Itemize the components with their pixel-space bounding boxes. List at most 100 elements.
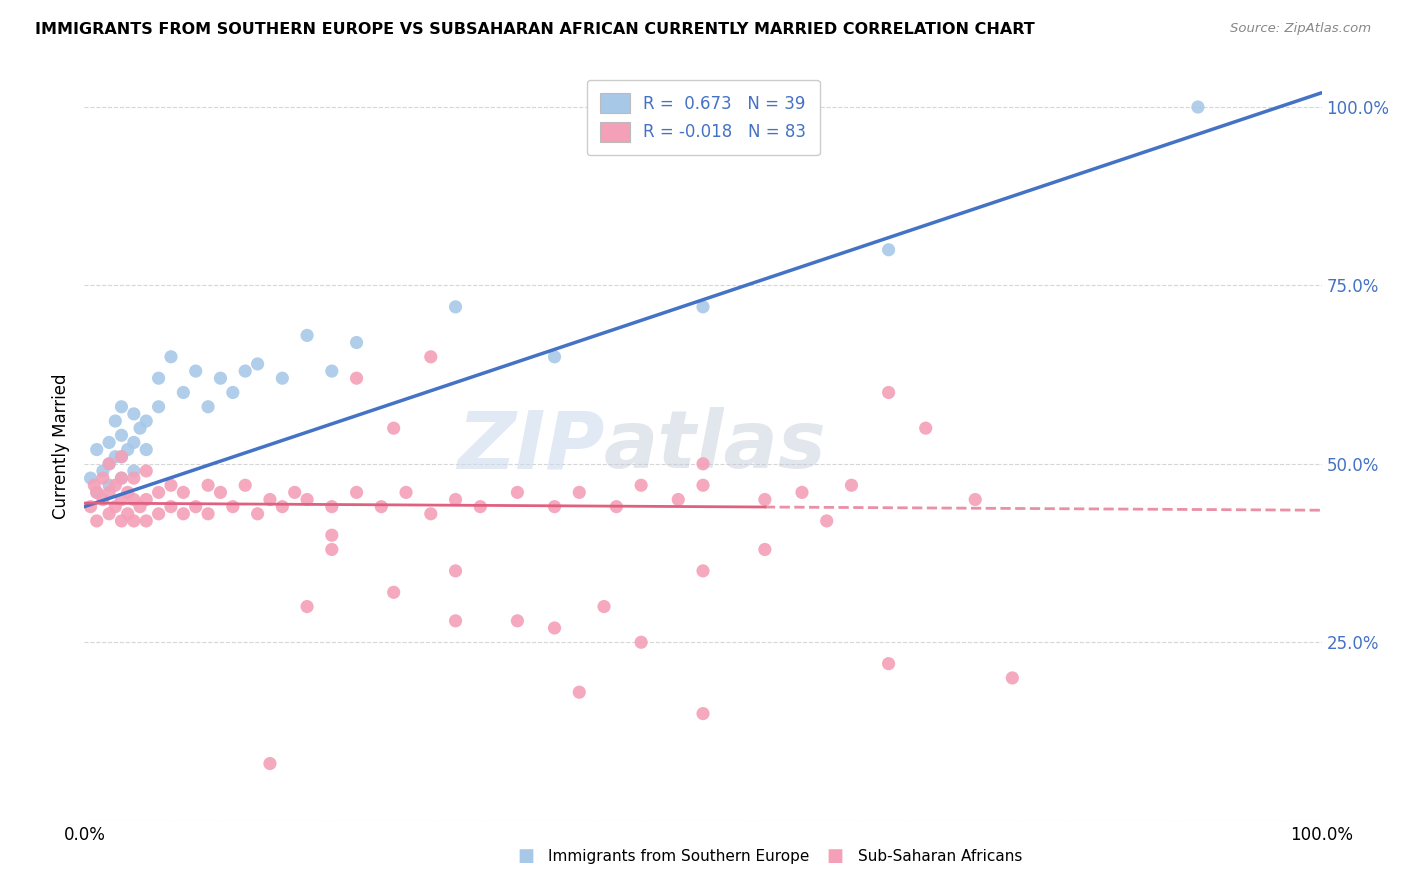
- Point: [110, 450, 132, 464]
- Point: [271, 500, 294, 514]
- Point: [86, 485, 108, 500]
- Point: [110, 400, 132, 414]
- Point: [91, 464, 114, 478]
- Text: ZIP: ZIP: [457, 407, 605, 485]
- Point: [222, 385, 245, 400]
- Text: atlas: atlas: [605, 407, 827, 485]
- Point: [233, 478, 256, 492]
- Point: [91, 471, 114, 485]
- Point: [197, 478, 219, 492]
- Point: [246, 357, 269, 371]
- Point: [104, 478, 127, 492]
- Point: [914, 421, 936, 435]
- Point: [104, 500, 127, 514]
- Point: [295, 328, 318, 343]
- Point: [506, 485, 529, 500]
- Point: [98, 457, 121, 471]
- Point: [160, 500, 183, 514]
- Point: [135, 514, 157, 528]
- Point: [135, 464, 157, 478]
- Point: [129, 421, 152, 435]
- Point: [104, 414, 127, 428]
- Point: [148, 371, 170, 385]
- Point: [209, 485, 232, 500]
- Point: [83, 478, 105, 492]
- Point: [419, 350, 441, 364]
- Point: [444, 492, 467, 507]
- Point: [135, 414, 157, 428]
- Point: [122, 435, 145, 450]
- Point: [506, 614, 529, 628]
- Point: [160, 478, 183, 492]
- Point: [370, 500, 392, 514]
- Point: [470, 500, 492, 514]
- Point: [543, 621, 565, 635]
- Point: [122, 492, 145, 507]
- Point: [122, 514, 145, 528]
- Point: [110, 514, 132, 528]
- Point: [259, 756, 281, 771]
- Point: [91, 492, 114, 507]
- Point: [172, 507, 194, 521]
- Point: [110, 450, 132, 464]
- Point: [692, 457, 714, 471]
- Point: [135, 442, 157, 457]
- Point: [79, 471, 101, 485]
- Point: [346, 485, 368, 500]
- Text: Immigrants from Southern Europe: Immigrants from Southern Europe: [548, 849, 810, 863]
- Point: [148, 400, 170, 414]
- Point: [110, 471, 132, 485]
- Point: [321, 364, 343, 378]
- Point: [321, 542, 343, 557]
- Point: [593, 599, 616, 614]
- Point: [965, 492, 987, 507]
- Point: [117, 485, 139, 500]
- Point: [605, 500, 627, 514]
- Point: [184, 500, 207, 514]
- Point: [692, 564, 714, 578]
- Point: [246, 507, 269, 521]
- Point: [877, 385, 900, 400]
- Point: [543, 350, 565, 364]
- Point: [233, 364, 256, 378]
- Point: [98, 457, 121, 471]
- Point: [148, 507, 170, 521]
- Point: [122, 471, 145, 485]
- Point: [877, 657, 900, 671]
- Point: [284, 485, 307, 500]
- Point: [98, 478, 121, 492]
- Text: IMMIGRANTS FROM SOUTHERN EUROPE VS SUBSAHARAN AFRICAN CURRENTLY MARRIED CORRELAT: IMMIGRANTS FROM SOUTHERN EUROPE VS SUBSA…: [35, 22, 1035, 37]
- Point: [172, 385, 194, 400]
- Point: [295, 492, 318, 507]
- Text: ■: ■: [517, 847, 534, 865]
- Text: ■: ■: [827, 847, 844, 865]
- Point: [444, 564, 467, 578]
- Legend: R =  0.673   N = 39, R = -0.018   N = 83: R = 0.673 N = 39, R = -0.018 N = 83: [586, 79, 820, 155]
- Point: [197, 400, 219, 414]
- Point: [86, 514, 108, 528]
- Point: [197, 507, 219, 521]
- Point: [321, 528, 343, 542]
- Point: [568, 485, 591, 500]
- Point: [110, 492, 132, 507]
- Point: [692, 706, 714, 721]
- Point: [122, 407, 145, 421]
- Point: [184, 364, 207, 378]
- Point: [259, 492, 281, 507]
- Point: [117, 442, 139, 457]
- Point: [295, 599, 318, 614]
- Point: [172, 485, 194, 500]
- Point: [1001, 671, 1024, 685]
- Point: [1187, 100, 1209, 114]
- Point: [444, 614, 467, 628]
- Point: [271, 371, 294, 385]
- Point: [754, 542, 776, 557]
- Point: [568, 685, 591, 699]
- Point: [630, 478, 652, 492]
- Point: [98, 435, 121, 450]
- Point: [692, 300, 714, 314]
- Point: [692, 478, 714, 492]
- Point: [346, 335, 368, 350]
- Point: [209, 371, 232, 385]
- Point: [877, 243, 900, 257]
